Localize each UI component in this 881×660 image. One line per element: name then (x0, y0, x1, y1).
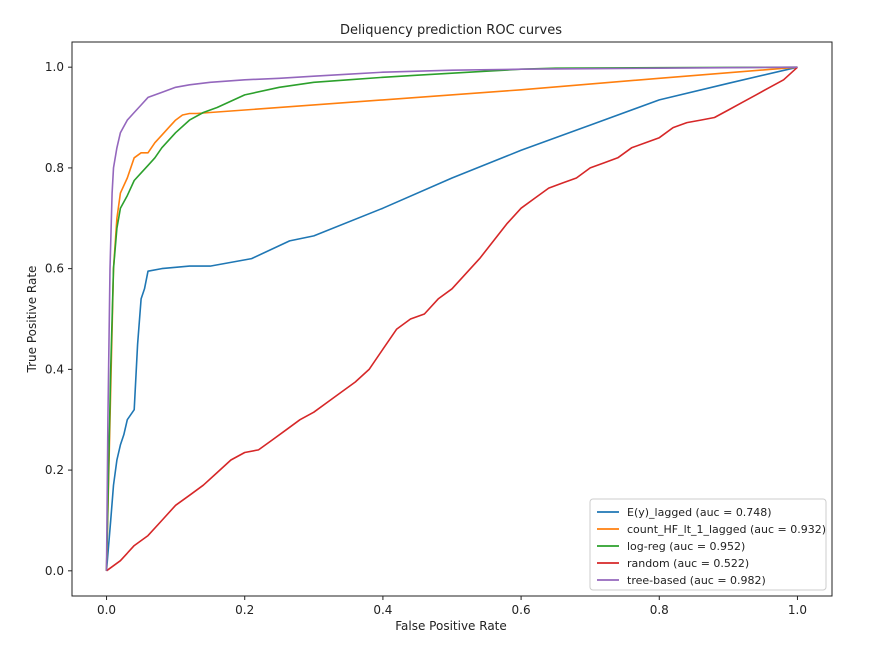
axes-layer: 0.0 0.2 0.4 0.6 0.8 1.0 0.0 0.2 0.4 0.6 0.8 1.0 (45, 41, 833, 617)
x-axis-title: False Positive Rate (395, 619, 507, 633)
y-tick-label: 0.0 (45, 564, 64, 578)
y-tick-label: 1.0 (45, 60, 64, 74)
legend-frame (589, 498, 827, 591)
roc-curve-4 (105, 66, 798, 571)
x-tick-label: 0.2 (235, 603, 254, 617)
legend: E(y)_lagged (auc = 0.748) count_HF_lt_1_l… (589, 498, 827, 591)
x-tick-label: 0.8 (650, 603, 669, 617)
x-tick-label: 0.4 (373, 603, 392, 617)
legend-label-0: E(y)_lagged (auc = 0.748) (627, 506, 772, 519)
legend-label-4: tree-based (auc = 0.982) (627, 574, 766, 587)
y-tick-label: 0.6 (45, 262, 64, 276)
roc-curve-1 (105, 66, 798, 571)
plot-frame (71, 41, 833, 597)
curves-layer (105, 66, 799, 572)
chart-title: Deliquency prediction ROC curves (340, 23, 562, 38)
roc-curve-2 (105, 66, 798, 571)
x-tick-label: 0.6 (512, 603, 531, 617)
y-tick-label: 0.4 (45, 362, 64, 376)
legend-label-3: random (auc = 0.522) (627, 557, 749, 570)
legend-label-2: log-reg (auc = 0.952) (627, 540, 745, 553)
roc-curve-0 (105, 66, 798, 571)
y-tick-label: 0.2 (45, 463, 64, 477)
x-tick-label: 1.0 (788, 603, 807, 617)
y-tick-label: 0.8 (45, 161, 64, 175)
legend-label-1: count_HF_lt_1_lagged (auc = 0.932) (627, 523, 826, 536)
roc-curve-3 (106, 66, 799, 572)
x-tick-label: 0.0 (97, 603, 116, 617)
y-axis-title: True Positive Rate (25, 266, 39, 374)
